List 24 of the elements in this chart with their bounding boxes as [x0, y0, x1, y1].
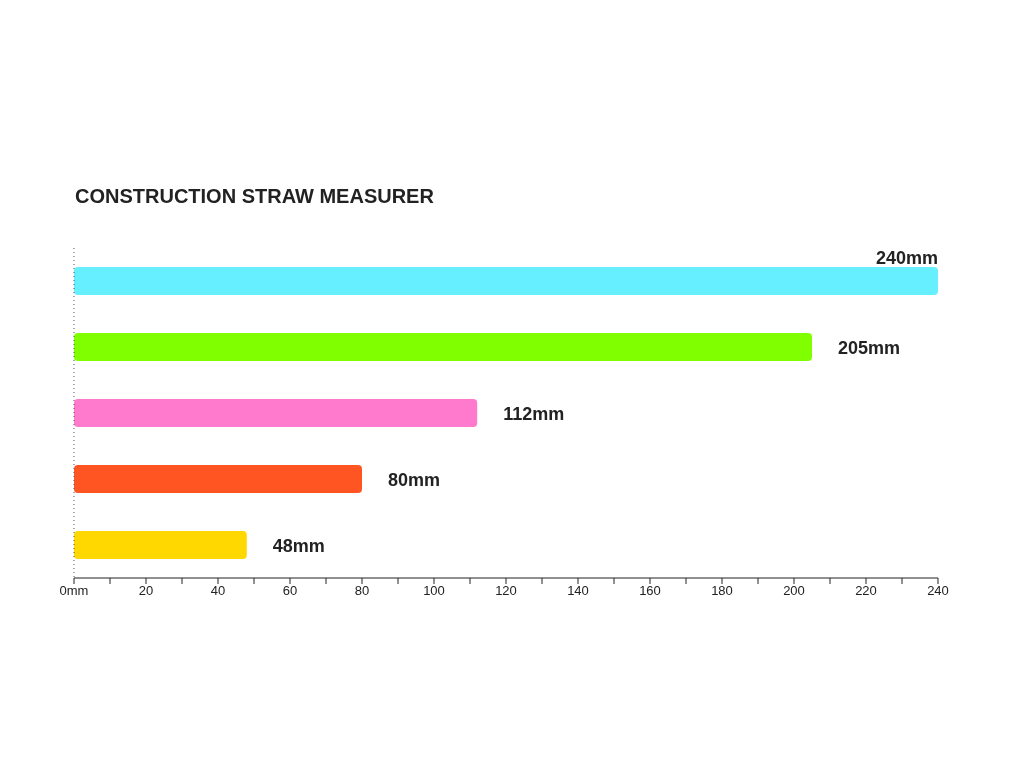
x-tick-label: 200	[783, 583, 805, 599]
x-tick-label: 100	[423, 583, 445, 599]
x-tick-label: 140	[567, 583, 589, 599]
x-tick-label: 20	[138, 583, 154, 599]
bar	[74, 399, 478, 427]
x-tick-label: 240	[927, 583, 949, 599]
x-tick-label: 180	[711, 583, 733, 599]
data-label: 80mm	[388, 470, 441, 490]
x-tick-label: 220	[855, 583, 877, 599]
data-label: 48mm	[272, 536, 325, 556]
data-label: 112mm	[503, 404, 565, 424]
x-tick-label: 60	[282, 583, 298, 599]
x-tick-label: 40	[210, 583, 226, 599]
bar	[74, 267, 938, 295]
x-tick-label: 160	[639, 583, 661, 599]
x-tick-label: 0mm	[59, 583, 89, 599]
bar	[74, 531, 247, 559]
bar	[74, 333, 812, 361]
data-label: 205mm	[838, 338, 901, 358]
x-tick-label: 120	[495, 583, 517, 599]
bar	[74, 465, 362, 493]
x-tick-label: 80	[354, 583, 370, 599]
data-label: 240mm	[875, 248, 938, 268]
chart-title: CONSTRUCTION STRAW MEASURER	[75, 185, 435, 208]
